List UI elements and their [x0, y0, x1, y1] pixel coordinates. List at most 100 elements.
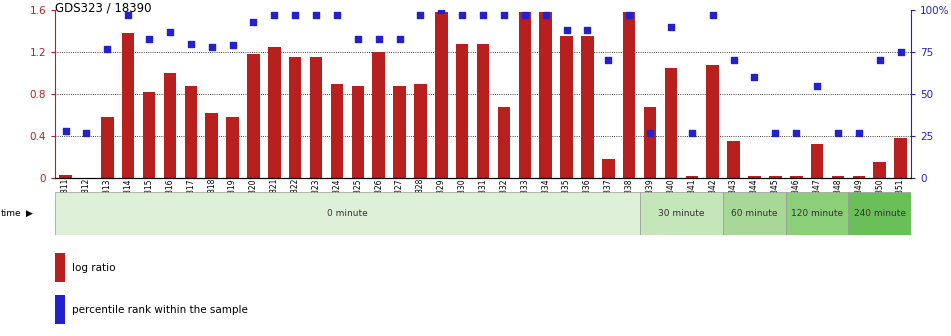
Text: 120 minute: 120 minute	[791, 209, 844, 218]
Text: GSM5811: GSM5811	[61, 178, 70, 214]
Point	[79, 130, 94, 135]
Bar	[55, 192, 640, 235]
Point	[664, 24, 679, 30]
Bar	[352, 86, 364, 178]
Text: GSM5845: GSM5845	[771, 178, 780, 215]
Text: GSM5826: GSM5826	[375, 178, 383, 215]
Point	[705, 12, 720, 18]
Bar	[55, 295, 66, 324]
Bar	[59, 175, 72, 178]
Point	[204, 44, 220, 50]
Text: GSM5839: GSM5839	[646, 178, 654, 215]
Bar	[310, 57, 322, 178]
Point	[350, 36, 365, 41]
Text: GSM5841: GSM5841	[688, 178, 696, 215]
Bar	[811, 144, 824, 178]
Point	[100, 46, 115, 51]
Bar	[539, 12, 552, 178]
Point	[121, 12, 136, 18]
Text: GSM5828: GSM5828	[416, 178, 425, 214]
Text: GSM5849: GSM5849	[854, 178, 864, 215]
Bar	[665, 68, 677, 178]
Point	[726, 58, 741, 63]
Bar	[268, 47, 281, 178]
Text: GSM5838: GSM5838	[625, 178, 633, 215]
Text: GSM5844: GSM5844	[750, 178, 759, 215]
Bar	[518, 12, 531, 178]
Text: GDS323 / 18390: GDS323 / 18390	[55, 2, 151, 15]
Point	[246, 19, 262, 25]
Text: GSM5821: GSM5821	[270, 178, 279, 214]
Text: GSM5822: GSM5822	[291, 178, 300, 214]
Text: GSM5851: GSM5851	[896, 178, 905, 215]
Bar	[894, 138, 907, 178]
Bar	[143, 92, 155, 178]
Bar	[101, 117, 113, 178]
Point	[851, 130, 866, 135]
Text: GSM5843: GSM5843	[729, 178, 738, 215]
Text: GSM5847: GSM5847	[812, 178, 822, 215]
Point	[893, 49, 908, 55]
Text: 30 minute: 30 minute	[658, 209, 705, 218]
Text: GSM5832: GSM5832	[499, 178, 509, 215]
Point	[434, 7, 449, 13]
Text: GSM5820: GSM5820	[249, 178, 258, 215]
Point	[830, 130, 845, 135]
Point	[329, 12, 344, 18]
Point	[287, 12, 302, 18]
Text: 0 minute: 0 minute	[327, 209, 368, 218]
Bar	[122, 33, 134, 178]
Point	[580, 28, 595, 33]
Point	[685, 130, 700, 135]
Point	[517, 12, 533, 18]
Bar	[832, 176, 844, 178]
Point	[392, 36, 407, 41]
Text: log ratio: log ratio	[72, 263, 116, 273]
Text: 240 minute: 240 minute	[854, 209, 905, 218]
Bar	[581, 36, 593, 178]
Text: GSM5819: GSM5819	[228, 178, 237, 215]
Bar	[723, 192, 786, 235]
Point	[413, 12, 428, 18]
Text: 60 minute: 60 minute	[731, 209, 778, 218]
Point	[142, 36, 157, 41]
Bar	[853, 176, 865, 178]
Bar	[644, 107, 656, 178]
Point	[809, 83, 825, 88]
Bar	[164, 73, 176, 178]
Point	[58, 128, 73, 134]
Bar	[497, 107, 511, 178]
Bar	[247, 54, 260, 178]
Point	[184, 41, 199, 46]
Text: GSM5818: GSM5818	[207, 178, 216, 214]
Text: GSM5816: GSM5816	[165, 178, 174, 215]
Text: GSM5834: GSM5834	[541, 178, 551, 215]
Bar	[415, 84, 427, 178]
Text: GSM5831: GSM5831	[478, 178, 488, 215]
Text: GSM5825: GSM5825	[354, 178, 362, 215]
Point	[872, 58, 887, 63]
Bar	[394, 86, 406, 178]
Point	[163, 29, 178, 35]
Point	[559, 28, 574, 33]
Text: GSM5813: GSM5813	[103, 178, 112, 215]
Bar	[728, 141, 740, 178]
Bar	[686, 176, 698, 178]
Text: GSM5840: GSM5840	[667, 178, 675, 215]
Point	[538, 12, 553, 18]
Text: GSM5837: GSM5837	[604, 178, 612, 215]
Point	[455, 12, 470, 18]
Bar	[786, 192, 848, 235]
Text: GSM5815: GSM5815	[145, 178, 154, 215]
Bar	[436, 12, 448, 178]
Text: time: time	[1, 209, 22, 218]
Point	[476, 12, 491, 18]
Text: GSM5814: GSM5814	[124, 178, 133, 215]
Bar	[748, 176, 761, 178]
Text: GSM5846: GSM5846	[792, 178, 801, 215]
Point	[601, 58, 616, 63]
Bar	[476, 44, 490, 178]
Bar	[560, 36, 573, 178]
Text: GSM5830: GSM5830	[457, 178, 467, 215]
Text: GSM5842: GSM5842	[708, 178, 717, 215]
